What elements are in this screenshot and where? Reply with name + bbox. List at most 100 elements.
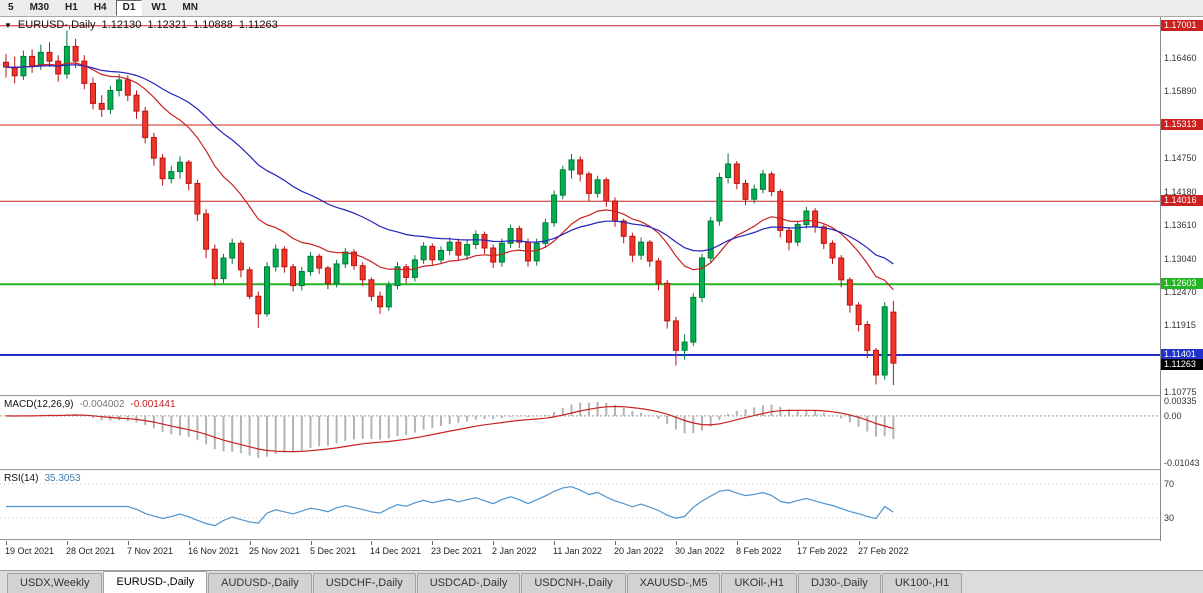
candle[interactable] — [881, 302, 888, 380]
candle[interactable] — [846, 277, 853, 313]
tab-uk100-h1[interactable]: UK100-,H1 — [881, 573, 963, 593]
candle[interactable] — [594, 175, 601, 198]
candle[interactable] — [768, 171, 775, 197]
candle[interactable] — [255, 291, 262, 329]
candle[interactable] — [699, 253, 705, 303]
candle[interactable] — [185, 159, 192, 191]
macd-pane[interactable]: MACD(12,26,9) -0.004002 -0.001441 — [0, 397, 1160, 469]
tab-eurusd-daily[interactable]: EURUSD-,Daily — [103, 571, 208, 593]
candle[interactable] — [159, 154, 166, 186]
candle[interactable] — [455, 238, 462, 261]
candle[interactable] — [464, 240, 471, 260]
tab-audusd-daily[interactable]: AUDUSD-,Daily — [208, 573, 312, 593]
candle[interactable] — [316, 253, 323, 274]
candle[interactable] — [150, 132, 157, 166]
tab-ukoil-h1[interactable]: UKOil-,H1 — [721, 573, 797, 593]
candle[interactable] — [11, 56, 18, 84]
candle[interactable] — [559, 165, 566, 200]
candle[interactable] — [116, 74, 123, 97]
candle[interactable] — [281, 246, 288, 273]
candle[interactable] — [786, 226, 792, 251]
candle[interactable] — [829, 240, 836, 264]
candle[interactable] — [429, 243, 436, 266]
timeframe-d1-button[interactable]: D1 — [115, 0, 143, 16]
tab-usdchf-daily[interactable]: USDCHF-,Daily — [312, 573, 416, 593]
candle[interactable] — [759, 169, 766, 194]
candle[interactable] — [446, 237, 453, 256]
timeframe-w1-button[interactable]: W1 — [151, 2, 167, 13]
candle[interactable] — [707, 216, 714, 263]
candle[interactable] — [577, 156, 584, 182]
candle[interactable] — [620, 218, 627, 244]
candle[interactable] — [725, 153, 732, 184]
candle[interactable] — [507, 224, 514, 249]
candle[interactable] — [690, 293, 697, 347]
candle[interactable] — [264, 262, 270, 317]
candle[interactable] — [777, 189, 784, 238]
timeframe-h1-button[interactable]: H1 — [65, 2, 78, 13]
candle[interactable] — [716, 172, 723, 226]
candle[interactable] — [107, 85, 114, 114]
candle[interactable] — [864, 320, 871, 358]
candle[interactable] — [229, 238, 236, 264]
timeframe-h4-button[interactable]: H4 — [93, 2, 107, 13]
candle[interactable] — [664, 279, 671, 329]
candle[interactable] — [272, 244, 279, 272]
tab-usdcad-daily[interactable]: USDCAD-,Daily — [416, 573, 521, 593]
tab-usdx-weekly[interactable]: USDX,Weekly — [7, 573, 103, 593]
candle[interactable] — [672, 316, 679, 366]
candle[interactable] — [681, 334, 688, 360]
candle[interactable] — [377, 291, 384, 314]
candle[interactable] — [655, 258, 662, 291]
rsi-canvas[interactable] — [0, 471, 1160, 539]
tab-xauusd-m5[interactable]: XAUUSD-,M5 — [626, 573, 721, 593]
candle[interactable] — [385, 281, 392, 311]
candle[interactable] — [646, 239, 653, 267]
candle[interactable] — [333, 259, 340, 288]
candle[interactable] — [420, 242, 427, 264]
candle[interactable] — [290, 263, 297, 292]
pane-divider[interactable] — [0, 539, 1203, 541]
candle[interactable] — [751, 184, 758, 204]
candle[interactable] — [46, 42, 53, 67]
candle[interactable] — [498, 238, 505, 267]
timeframe-m5-button[interactable]: 5 — [8, 2, 14, 13]
main-chart-pane[interactable]: ▼ EURUSD-,Daily 1.12130 1.12321 1.10888 … — [0, 17, 1160, 395]
candle[interactable] — [133, 90, 140, 119]
candle[interactable] — [481, 231, 488, 254]
macd-canvas[interactable] — [0, 397, 1160, 469]
rsi-pane[interactable]: RSI(14) 35.3053 — [0, 471, 1160, 539]
candle[interactable] — [359, 262, 366, 286]
candle[interactable] — [873, 348, 879, 385]
candle[interactable] — [220, 253, 227, 284]
candle[interactable] — [3, 54, 9, 78]
candle[interactable] — [237, 240, 244, 278]
candle[interactable] — [177, 156, 183, 179]
candle[interactable] — [324, 265, 331, 290]
candle[interactable] — [90, 77, 96, 110]
candle[interactable] — [803, 206, 810, 229]
candle[interactable] — [29, 49, 36, 73]
candle[interactable] — [820, 224, 827, 250]
candle[interactable] — [351, 249, 357, 270]
tab-usdcnh-daily[interactable]: USDCNH-,Daily — [521, 573, 626, 593]
candle[interactable] — [585, 171, 592, 201]
candle[interactable] — [890, 300, 897, 386]
candle[interactable] — [438, 246, 444, 264]
candle[interactable] — [533, 238, 540, 266]
pane-divider[interactable] — [0, 469, 1203, 471]
time-axis[interactable]: 19 Oct 2021 28 Oct 2021 7 Nov 2021 16 Nov 2… — [0, 541, 1160, 570]
candle[interactable] — [525, 238, 531, 267]
candle[interactable] — [342, 248, 349, 268]
candle[interactable] — [142, 106, 149, 144]
candle[interactable] — [63, 30, 70, 79]
candle[interactable] — [603, 177, 610, 207]
candle[interactable] — [298, 266, 305, 291]
candle[interactable] — [551, 190, 558, 227]
candle[interactable] — [20, 50, 27, 80]
candle[interactable] — [168, 165, 175, 184]
candle[interactable] — [855, 302, 862, 332]
candle[interactable] — [211, 244, 218, 286]
tab-dj30-daily[interactable]: DJ30-,Daily — [797, 573, 881, 593]
candle[interactable] — [394, 262, 401, 290]
